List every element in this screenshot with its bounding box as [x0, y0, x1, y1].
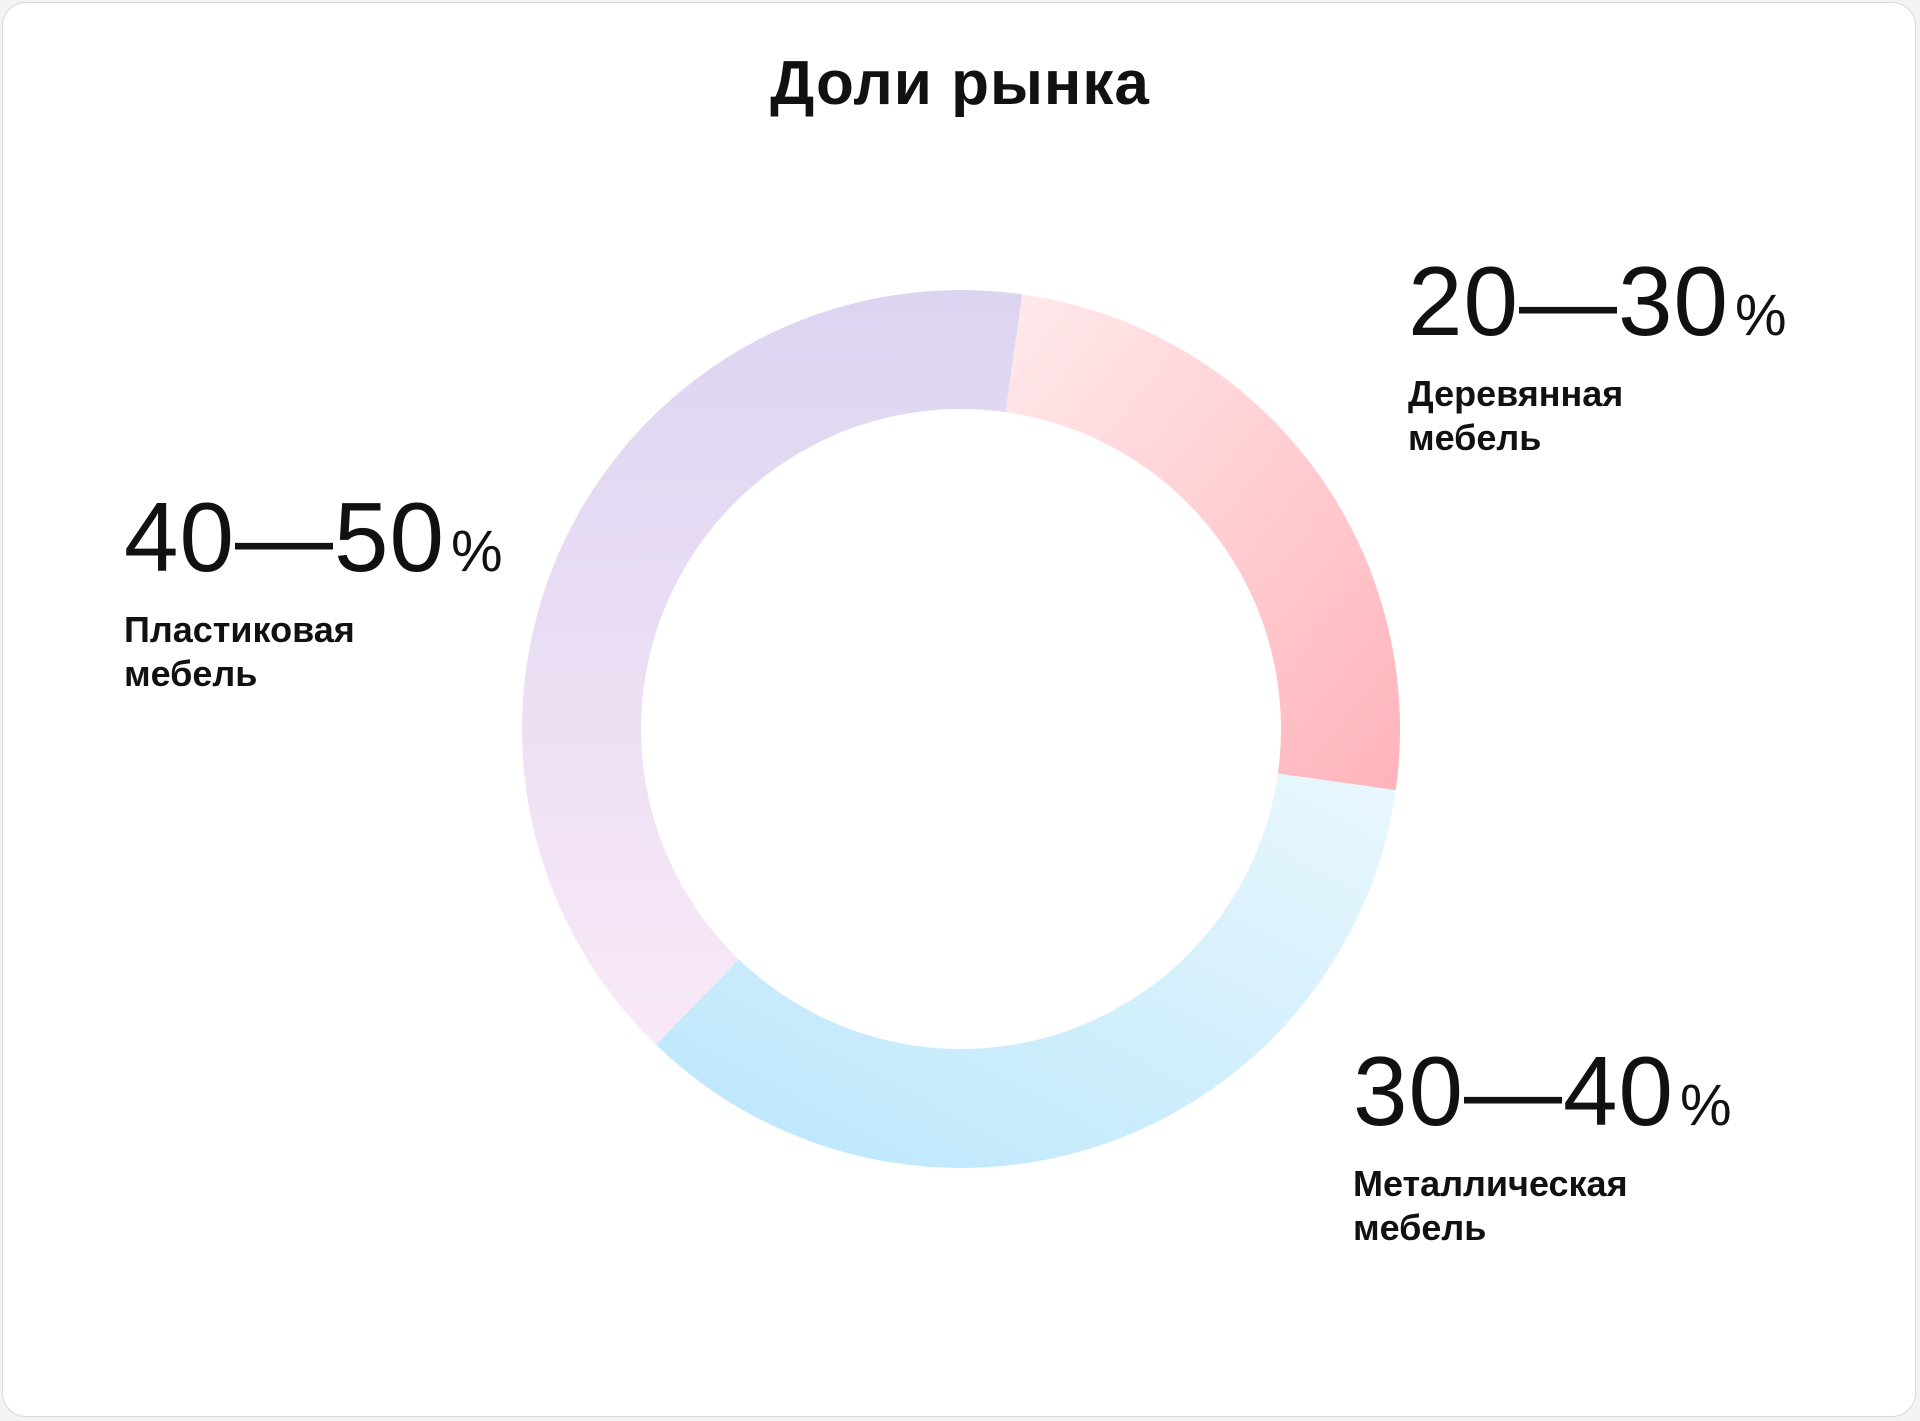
- chart-title: Доли рынка: [770, 49, 1150, 118]
- slice-plastic: [522, 289, 1023, 1045]
- slice-wood: [1005, 294, 1400, 791]
- slice-metal: [656, 773, 1396, 1168]
- value-wood-pct: %: [1735, 283, 1788, 348]
- value-plastic-pct: %: [451, 519, 504, 584]
- label-wood: 20—30% Деревянная мебель: [1408, 252, 1788, 460]
- value-plastic-range: 40—50: [124, 482, 446, 592]
- value-wood: 20—30%: [1408, 252, 1788, 350]
- caption-plastic: Пластиковая мебель: [124, 609, 355, 694]
- caption-wood: Деревянная мебель: [1408, 373, 1624, 458]
- value-wood-range: 20—30: [1408, 246, 1730, 356]
- caption-metal: Металлическая мебель: [1353, 1163, 1628, 1248]
- label-metal: 30—40% Металлическая мебель: [1353, 1042, 1733, 1250]
- value-plastic: 40—50%: [124, 488, 504, 586]
- label-plastic: 40—50% Пластиковая мебель: [124, 488, 504, 696]
- value-metal-range: 30—40: [1353, 1036, 1675, 1146]
- value-metal: 30—40%: [1353, 1042, 1733, 1140]
- value-metal-pct: %: [1680, 1073, 1733, 1138]
